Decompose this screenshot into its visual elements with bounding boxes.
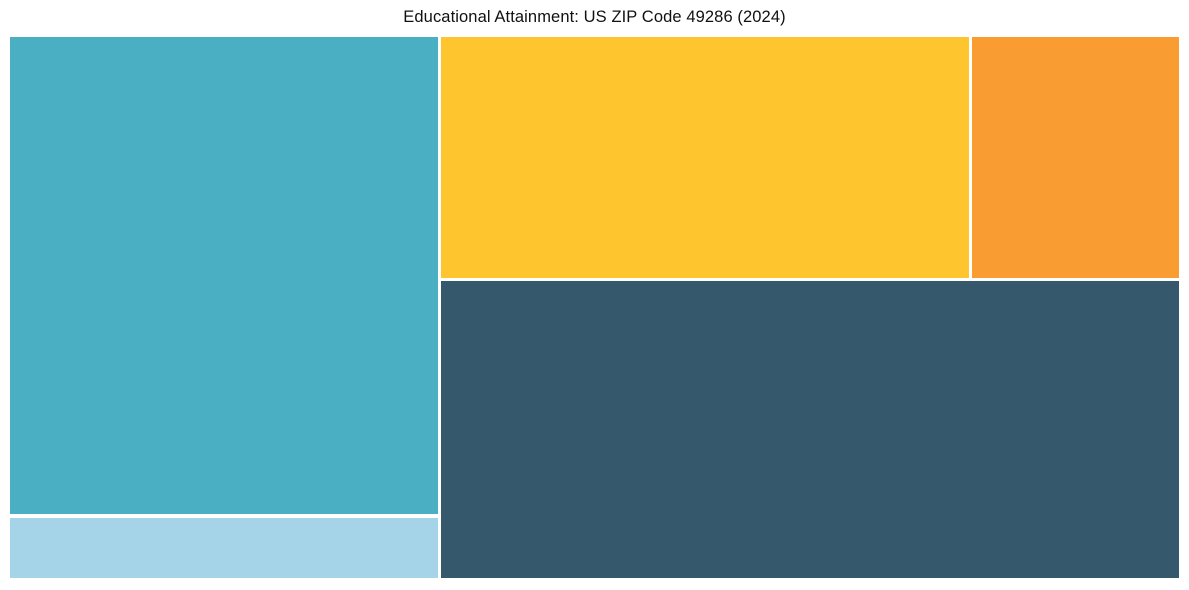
treemap-plot — [10, 37, 1179, 578]
chart-title: Educational Attainment: US ZIP Code 4928… — [403, 8, 786, 26]
treemap-segment-orange[interactable] — [972, 37, 1179, 278]
treemap-segment-yellow[interactable] — [441, 37, 969, 278]
treemap-segment-dark-slate[interactable] — [441, 281, 1179, 578]
treemap-segment-light-blue-small[interactable] — [10, 518, 438, 578]
treemap-segment-teal-large[interactable] — [10, 37, 438, 514]
